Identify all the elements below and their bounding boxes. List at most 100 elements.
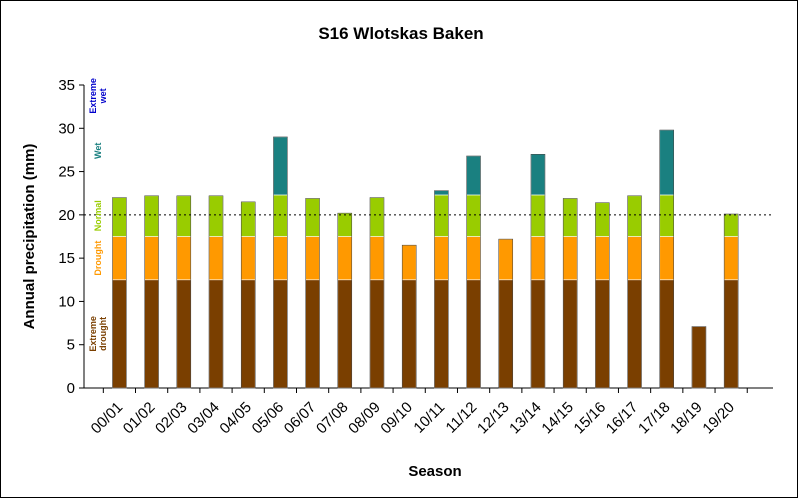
bar-segment — [723, 236, 739, 281]
y-tick-label: 30 — [58, 120, 75, 137]
y-tick-label: 25 — [58, 164, 75, 181]
bar-segment — [659, 236, 675, 281]
bar-segment — [434, 279, 449, 389]
x-tick-label: 11/12 — [443, 399, 481, 437]
x-tick-label: 15/16 — [571, 399, 610, 438]
bar-outline — [305, 198, 320, 389]
x-tick-label: 07/08 — [313, 399, 352, 438]
bar-outline — [562, 198, 578, 389]
bar-outline — [337, 212, 353, 389]
bar-outline — [466, 155, 481, 389]
bar-segment — [144, 236, 159, 281]
bar-segment — [562, 279, 578, 389]
bar-segment — [144, 195, 159, 237]
bar-segment — [176, 279, 192, 389]
y-tick-label: 10 — [58, 293, 75, 310]
bar-outline — [434, 190, 449, 389]
bar-segment — [627, 279, 642, 389]
bar-segment — [466, 236, 481, 281]
bar-segment — [659, 279, 675, 389]
bar-segment — [305, 236, 320, 281]
bar-segment — [401, 244, 417, 281]
x-tick-label: 19/20 — [699, 399, 738, 438]
bar-segment — [562, 236, 578, 281]
bar-segment — [434, 190, 449, 196]
bar-segment — [273, 279, 288, 389]
bar-segment — [240, 201, 256, 237]
bar-segment — [273, 236, 288, 281]
band-label-word: Extreme — [88, 316, 98, 352]
bar-segment — [240, 236, 256, 281]
bar-segment — [273, 136, 288, 196]
bar-segment — [112, 197, 127, 237]
x-tick-label: 10/11 — [410, 399, 448, 437]
band-label-word: Wet — [93, 143, 103, 159]
bar-segment — [144, 279, 159, 389]
y-tick-label: 20 — [58, 207, 75, 224]
bar-segment — [595, 202, 610, 237]
bar-segment — [176, 195, 192, 237]
bar-segment — [240, 279, 256, 389]
bar-outline — [273, 136, 288, 389]
bar-segment — [530, 153, 546, 196]
x-axis-title: Season — [408, 463, 461, 480]
bar-segment — [530, 194, 546, 237]
x-tick-label: 14/15 — [538, 399, 577, 438]
bar-segment — [369, 197, 385, 237]
bar-segment — [691, 326, 707, 389]
bar-outline — [208, 195, 224, 389]
x-tick-label: 09/10 — [377, 399, 416, 438]
bar-segment — [466, 194, 481, 237]
bar-segment — [723, 213, 739, 237]
bar-segment — [627, 195, 642, 237]
bar-outline — [401, 244, 417, 389]
band-label: Extremewet — [88, 78, 108, 114]
bar-segment — [466, 155, 481, 196]
bar-segment — [723, 279, 739, 389]
bar-segment — [530, 236, 546, 281]
x-tick-label: 16/17 — [603, 399, 642, 438]
bar-outline — [144, 195, 159, 389]
bar-outline — [112, 197, 127, 389]
x-tick-label: 06/07 — [281, 399, 320, 438]
bar-segment — [498, 238, 514, 281]
band-label: Drought — [93, 241, 103, 276]
x-tick-label: 12/13 — [474, 399, 513, 438]
bar-segment — [466, 279, 481, 389]
bar-outline — [723, 213, 739, 389]
bar-segment — [595, 279, 610, 389]
band-label-word: Drought — [93, 241, 103, 276]
bar-outline — [659, 129, 675, 389]
bar-outline — [369, 197, 385, 389]
bar-outline — [498, 238, 514, 389]
bar-segment — [369, 236, 385, 281]
bar-segment — [434, 194, 449, 237]
x-tick-label: 03/04 — [184, 399, 223, 438]
band-label-word: drought — [98, 317, 108, 351]
bar-segment — [337, 212, 353, 237]
bar-segment — [273, 194, 288, 237]
y-tick-label: 35 — [58, 77, 75, 94]
bar-segment — [369, 279, 385, 389]
bar-outline — [240, 201, 256, 389]
x-tick-label: 05/06 — [249, 399, 288, 438]
x-tick-label: 02/03 — [152, 399, 191, 438]
bar-segment — [337, 236, 353, 281]
x-tick-label: 08/09 — [345, 399, 384, 438]
bar-outline — [176, 195, 192, 389]
bar-segment — [562, 198, 578, 237]
bar-outline — [595, 202, 610, 389]
x-tick-label: 04/05 — [216, 399, 255, 438]
bar-outline — [627, 195, 642, 389]
bar-segment — [305, 279, 320, 389]
x-tick-label: 01/02 — [120, 399, 159, 438]
bar-segment — [112, 279, 127, 389]
bar-segment — [627, 236, 642, 281]
x-tick-label: 17/18 — [635, 399, 674, 438]
bar-segment — [434, 236, 449, 281]
bar-segment — [401, 279, 417, 389]
plot-area: 0510152025303500/0101/0202/0303/0404/050… — [58, 77, 773, 437]
y-tick-label: 15 — [58, 250, 75, 267]
bar-segment — [659, 194, 675, 237]
